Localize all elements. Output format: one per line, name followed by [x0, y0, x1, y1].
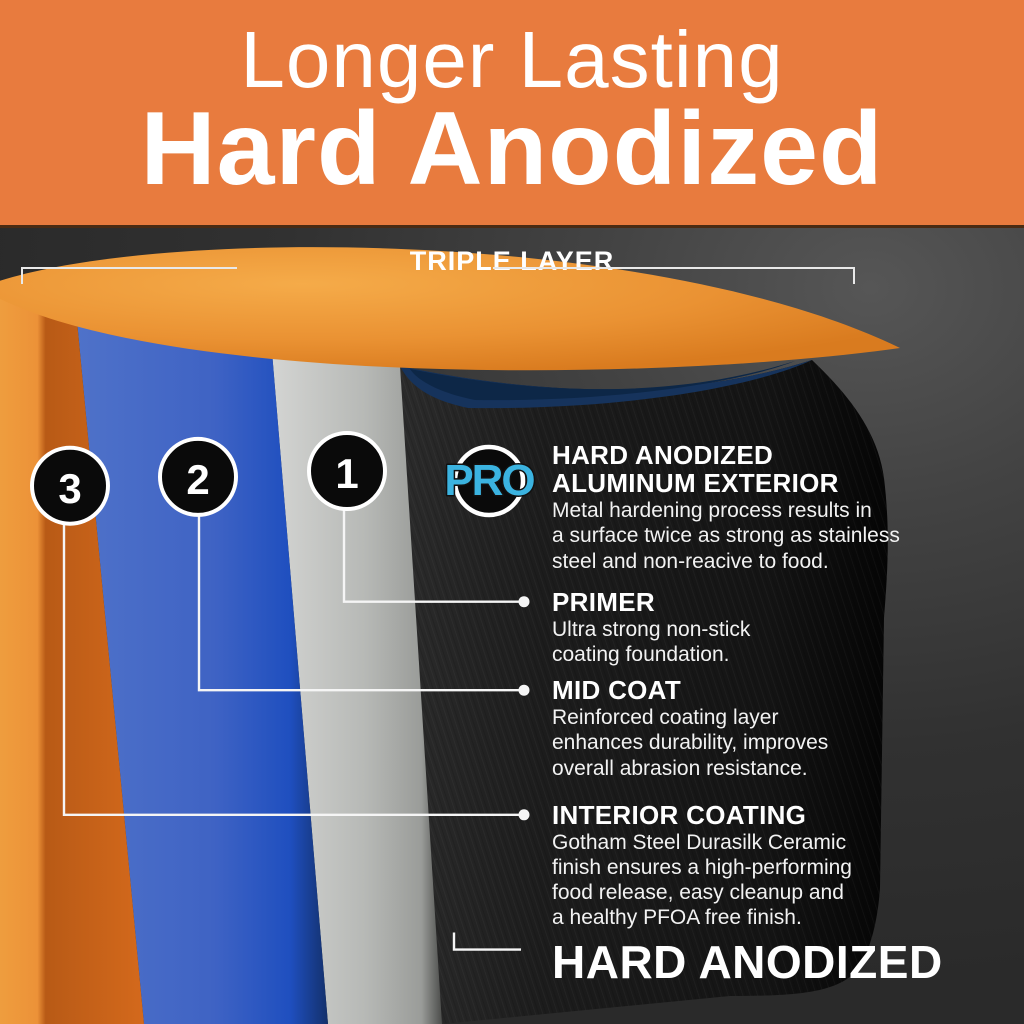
svg-text:1: 1 [335, 450, 358, 497]
svg-text:3: 3 [58, 465, 81, 512]
svg-text:2: 2 [186, 456, 209, 503]
svg-text:PRO: PRO [444, 456, 534, 505]
